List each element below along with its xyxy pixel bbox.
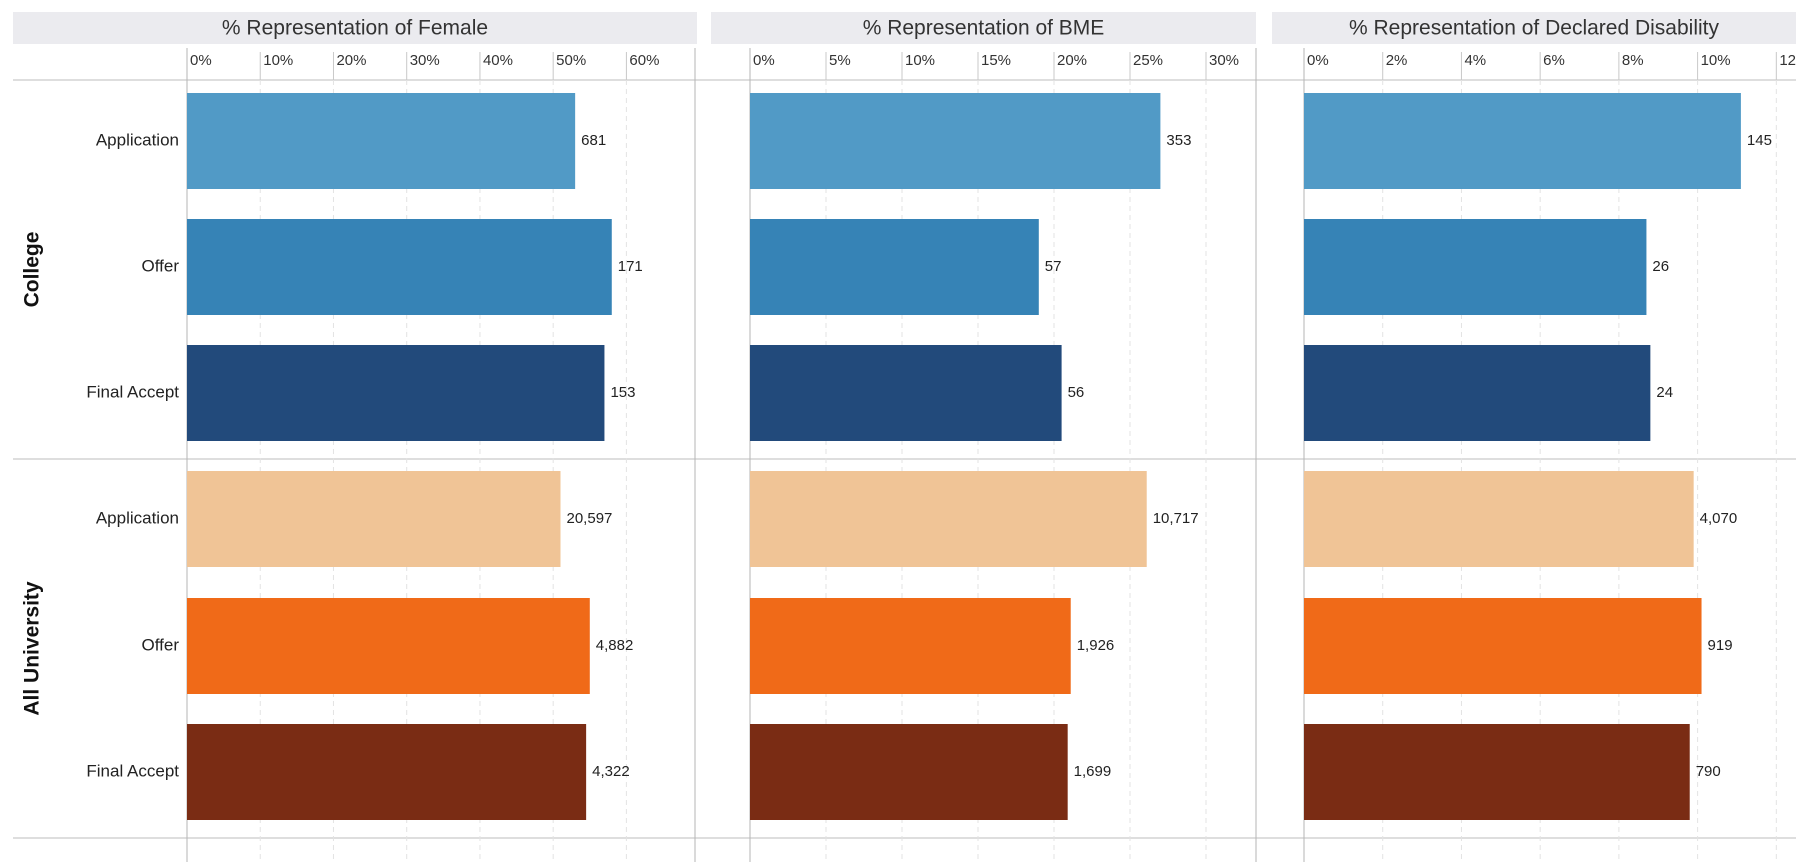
bar-value-label: 145: [1747, 132, 1772, 149]
tick-label: 4%: [1464, 52, 1486, 69]
panel-title: % Representation of BME: [863, 17, 1105, 40]
bar: [1304, 598, 1702, 694]
bar-value-label: 790: [1696, 763, 1721, 780]
tick-label: 2%: [1386, 52, 1408, 69]
tick-label: 20%: [336, 52, 366, 69]
bar-value-label: 56: [1068, 384, 1085, 401]
panel-title: % Representation of Declared Disability: [1349, 17, 1720, 40]
panel-title: % Representation of Female: [222, 17, 488, 40]
tick-label: 0%: [753, 52, 775, 69]
bar: [1304, 724, 1690, 820]
row-group-label: All University: [21, 581, 44, 716]
bar: [187, 724, 587, 820]
tick-label: 10%: [1701, 52, 1731, 69]
tick-label: 5%: [829, 52, 851, 69]
bar-value-label: 20,597: [567, 510, 613, 527]
bar: [187, 598, 590, 694]
tick-label: 40%: [483, 52, 513, 69]
tick-label: 0%: [190, 52, 212, 69]
tick-label: 8%: [1622, 52, 1644, 69]
bar-value-label: 919: [1708, 637, 1733, 654]
bar: [750, 471, 1147, 567]
tick-label: 50%: [556, 52, 586, 69]
category-label: Offer: [142, 635, 180, 654]
tick-label: 12%: [1779, 52, 1796, 69]
tick-label: 30%: [410, 52, 440, 69]
bar-value-label: 681: [581, 132, 606, 149]
bar-value-label: 4,070: [1700, 510, 1738, 527]
category-label: Final Accept: [86, 382, 179, 401]
tick-label: 60%: [629, 52, 659, 69]
tick-label: 20%: [1057, 52, 1087, 69]
bar-value-label: 57: [1045, 258, 1062, 275]
tick-label: 10%: [905, 52, 935, 69]
bar-value-label: 4,882: [596, 637, 634, 654]
panel-title-band: [711, 12, 1256, 44]
bar: [187, 93, 576, 189]
bar-value-label: 1,699: [1074, 763, 1112, 780]
bar: [187, 345, 605, 441]
category-label: Offer: [142, 256, 180, 275]
bar: [750, 93, 1161, 189]
bar-value-label: 26: [1652, 258, 1669, 275]
category-label: Final Accept: [86, 761, 179, 780]
bar-value-label: 171: [618, 258, 643, 275]
panel-title-band: [1272, 12, 1796, 44]
bar: [1304, 345, 1651, 441]
tick-label: 25%: [1133, 52, 1163, 69]
tick-label: 6%: [1543, 52, 1565, 69]
panel-title-band: [13, 12, 697, 44]
bar: [187, 219, 612, 315]
bar: [1304, 93, 1741, 189]
tick-label: 10%: [263, 52, 293, 69]
bar-value-label: 4,322: [592, 763, 630, 780]
bar-value-label: 1,926: [1077, 637, 1115, 654]
tick-label: 0%: [1307, 52, 1329, 69]
bar-value-label: 353: [1166, 132, 1191, 149]
bar: [750, 598, 1071, 694]
bar: [187, 471, 561, 567]
category-label: Application: [96, 508, 179, 527]
row-group-label: College: [21, 232, 44, 308]
bar: [750, 345, 1062, 441]
bar: [1304, 219, 1647, 315]
bar-value-label: 10,717: [1153, 510, 1199, 527]
tick-label: 15%: [981, 52, 1011, 69]
bar: [750, 219, 1039, 315]
tick-label: 30%: [1209, 52, 1239, 69]
bar: [1304, 471, 1694, 567]
bar-value-label: 153: [610, 384, 635, 401]
bar-value-label: 24: [1656, 384, 1673, 401]
category-label: Application: [96, 130, 179, 149]
bar: [750, 724, 1068, 820]
